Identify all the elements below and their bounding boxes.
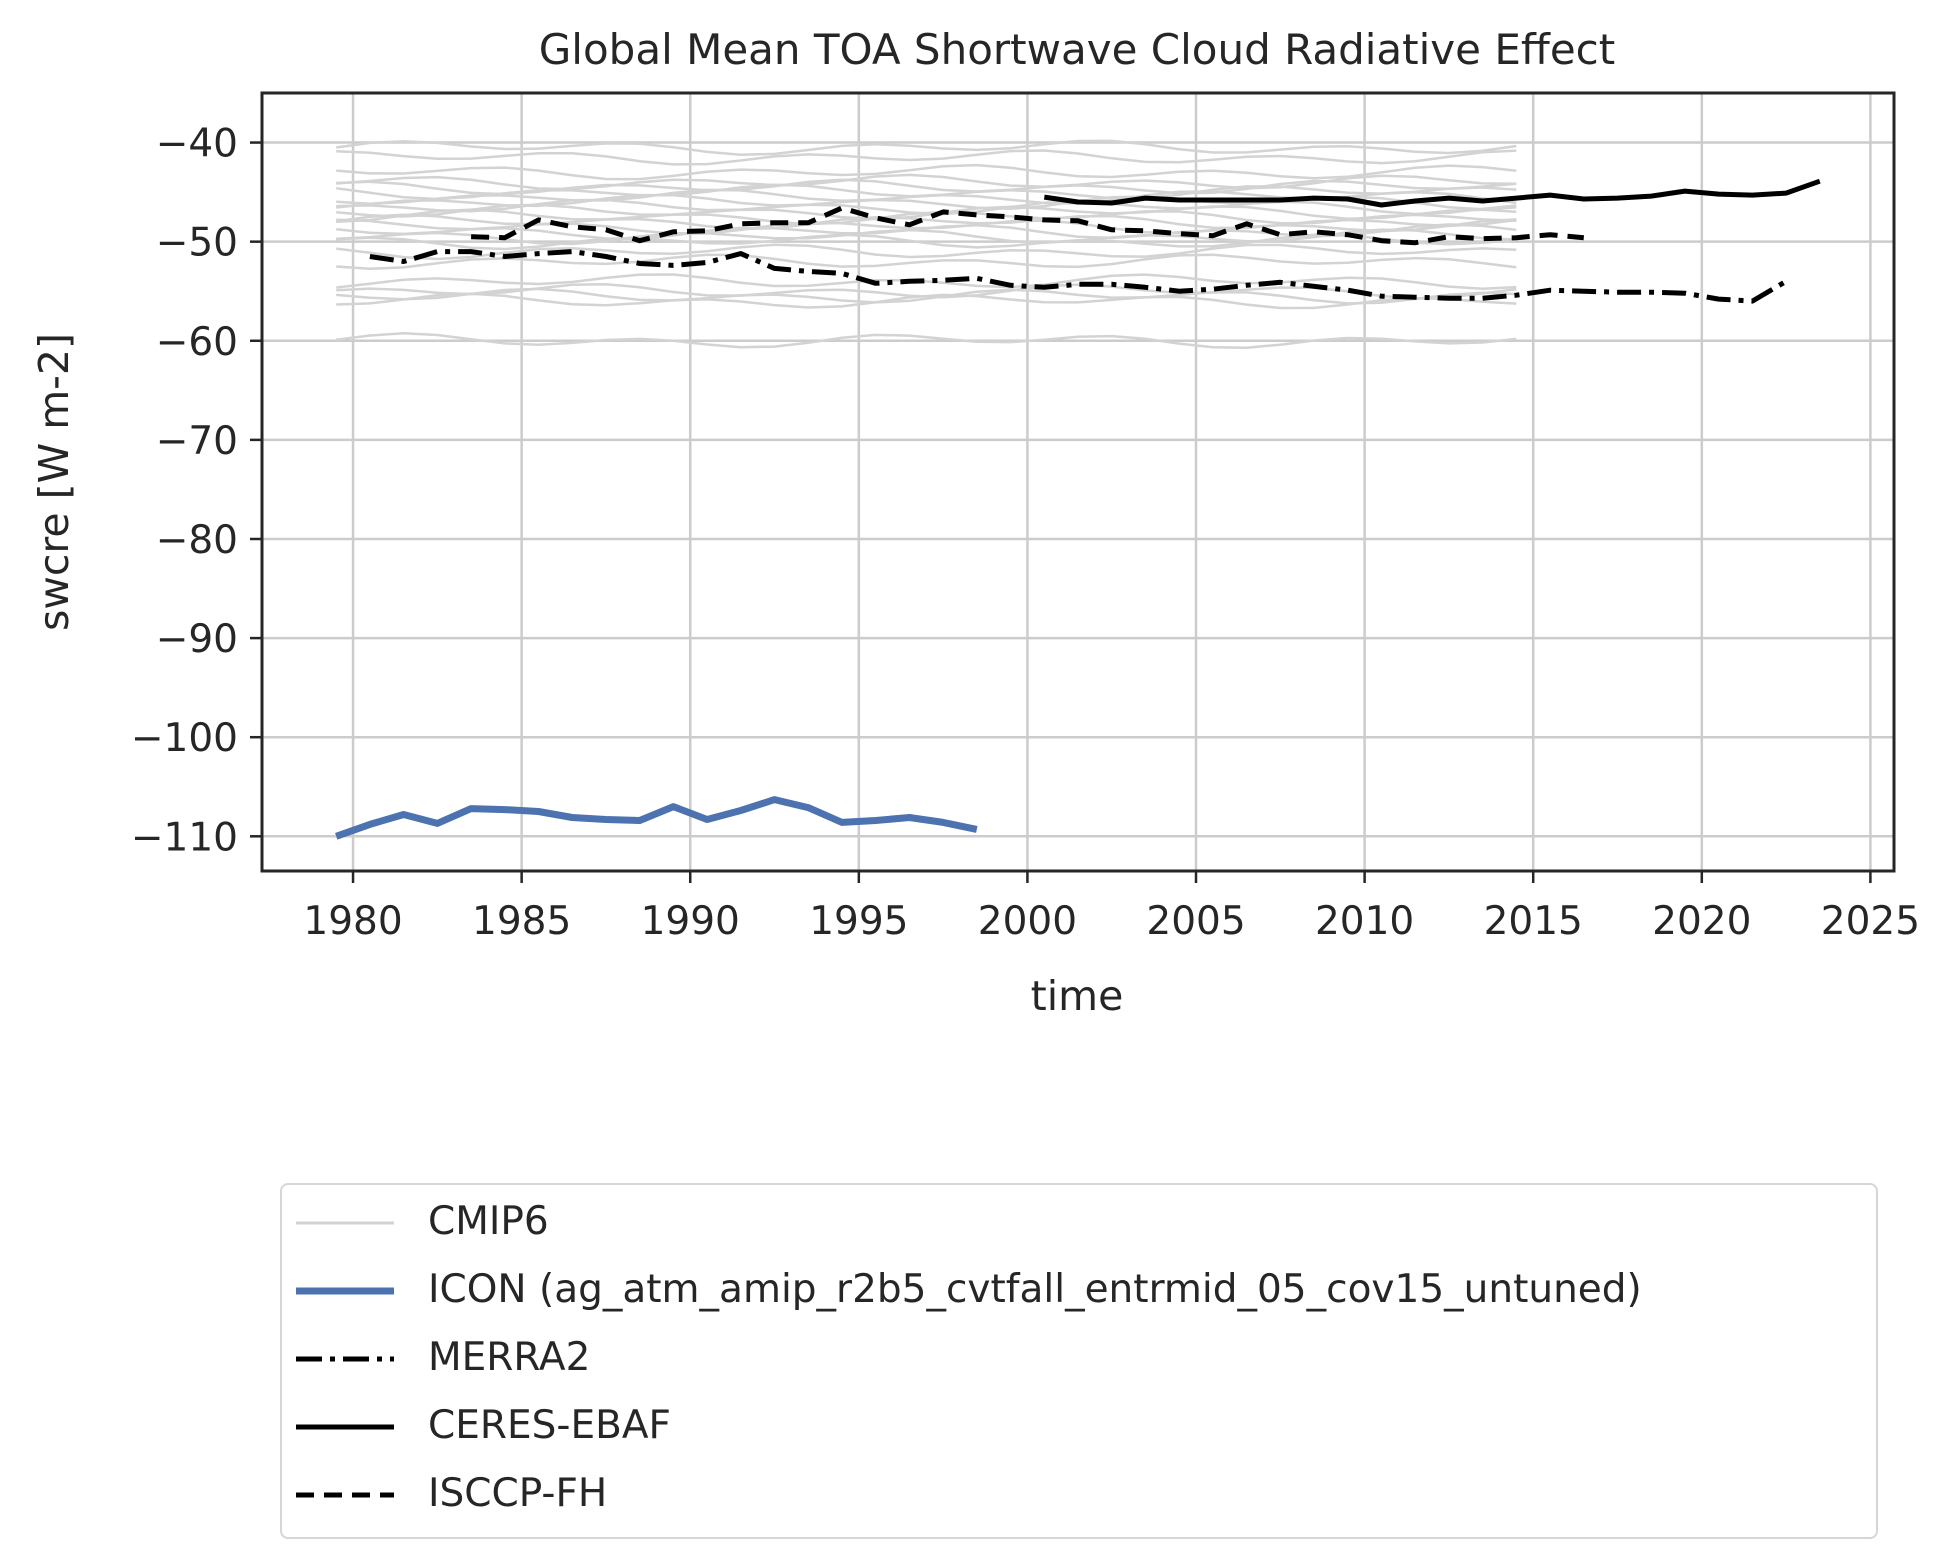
legend-label-cmip6: CMIP6 [428, 1199, 549, 1244]
cmip6-model-line [336, 173, 1517, 191]
y-axis: −110 −100 −90 −80 −70 −60 −50 −40 [131, 122, 262, 860]
x-tick-label: 1985 [472, 899, 571, 944]
x-tick-label: 2010 [1315, 899, 1414, 944]
y-tick-label: −100 [131, 716, 238, 761]
legend-swatch-cmip6 [296, 1221, 394, 1225]
x-tick-label: 2025 [1821, 899, 1920, 944]
x-tick-label: 1990 [641, 899, 740, 944]
cmip6-model-line [336, 203, 1517, 221]
legend-swatch-merra2 [296, 1356, 394, 1362]
cmip6-model-line [336, 273, 1517, 290]
legend-item-merra2: MERRA2 [282, 1325, 1876, 1393]
x-tick-label: 2020 [1652, 899, 1751, 944]
cmip6-model-line [336, 253, 1517, 271]
x-tick-label: 2005 [1146, 899, 1245, 944]
legend-item-cmip6: CMIP6 [282, 1189, 1876, 1257]
x-axis: 1980 1985 1990 1995 2000 2005 2010 2015 2020 2025 [303, 871, 1920, 944]
legend-swatch-icon [296, 1287, 394, 1295]
y-tick-label: −110 [131, 815, 238, 860]
x-axis-label: time [1031, 972, 1124, 1020]
cmip6-model-line [336, 332, 1517, 349]
x-tick-label: 2000 [978, 899, 1077, 944]
cmip6-model-line [336, 163, 1517, 181]
series-line-ceres-ebaf [1043, 178, 1821, 208]
legend-label-isccp-fh: ISCCP-FH [428, 1471, 608, 1516]
cmip6-model-line [336, 139, 1517, 156]
legend-item-isccp-fh: ISCCP-FH [282, 1461, 1876, 1529]
series-line-isccp-fh [471, 205, 1585, 246]
y-tick-label: −60 [156, 320, 238, 365]
legend-label-merra2: MERRA2 [428, 1335, 591, 1380]
series-line-merra2 [369, 249, 1788, 304]
y-tick-label: −50 [156, 221, 238, 266]
series-line-icon [335, 796, 978, 840]
cmip6-lines [336, 139, 1517, 349]
cmip6-model-line [336, 287, 1517, 305]
series-lines [335, 178, 1821, 840]
cmip6-model-line [336, 228, 1517, 246]
x-tick-label: 1980 [303, 899, 402, 944]
y-tick-label: −70 [156, 419, 238, 464]
y-tick-label: −40 [156, 122, 238, 167]
cmip6-model-line [336, 292, 1517, 310]
legend: CMIP6 ICON (ag_atm_amip_r2b5_cvtfall_ent… [280, 1183, 1878, 1539]
legend-swatch-ceres-ebaf [296, 1424, 394, 1430]
legend-item-icon: ICON (ag_atm_amip_r2b5_cvtfall_entrmid_0… [282, 1257, 1876, 1325]
x-tick-label: 1995 [809, 899, 908, 944]
cmip6-model-line [336, 178, 1517, 196]
legend-swatch-isccp-fh [296, 1492, 394, 1498]
cmip6-model-line [336, 233, 1517, 251]
grid-lines [262, 93, 1894, 871]
plot-area-frame [260, 91, 1896, 873]
legend-label-ceres-ebaf: CERES-EBAF [428, 1403, 671, 1448]
x-tick-label: 2015 [1484, 899, 1583, 944]
legend-item-ceres-ebaf: CERES-EBAF [282, 1393, 1876, 1461]
cmip6-model-line [336, 243, 1517, 261]
cmip6-model-line [336, 149, 1517, 166]
y-axis-label: swcre [W m-2] [30, 333, 78, 631]
y-tick-label: −80 [156, 518, 238, 563]
legend-label-icon: ICON (ag_atm_amip_r2b5_cvtfall_entrmid_0… [428, 1267, 1642, 1312]
chart-title: Global Mean TOA Shortwave Cloud Radiativ… [539, 25, 1615, 74]
y-tick-label: −90 [156, 617, 238, 662]
